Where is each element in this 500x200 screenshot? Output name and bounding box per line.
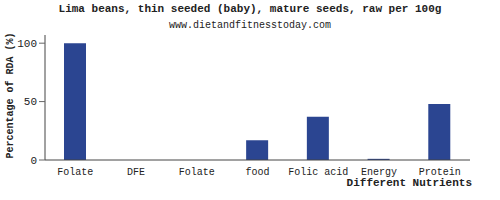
html-text:Different Nutrients: Different Nutrients: [346, 177, 472, 189]
svg-text:Folate: Folate: [57, 167, 93, 178]
svg-text:50: 50: [24, 96, 37, 108]
svg-text:Energy: Energy: [361, 167, 397, 178]
svg-text:Folate: Folate: [179, 167, 215, 178]
svg-text:100: 100: [17, 38, 37, 50]
svg-text:DFE: DFE: [127, 167, 145, 178]
html-text:Lima beans, thin seeded (baby): Lima beans, thin seeded (baby), mature s…: [58, 3, 442, 15]
svg-text:food: food: [245, 167, 269, 178]
html-text:www.dietandfitnesstoday.com: www.dietandfitnesstoday.com: [169, 20, 331, 31]
svg-text:Folic acid: Folic acid: [288, 167, 348, 178]
html-text:Percentage of RDA (%): Percentage of RDA (%): [4, 32, 16, 159]
svg-text:Protein: Protein: [419, 167, 461, 178]
svg-text:0: 0: [30, 155, 37, 167]
